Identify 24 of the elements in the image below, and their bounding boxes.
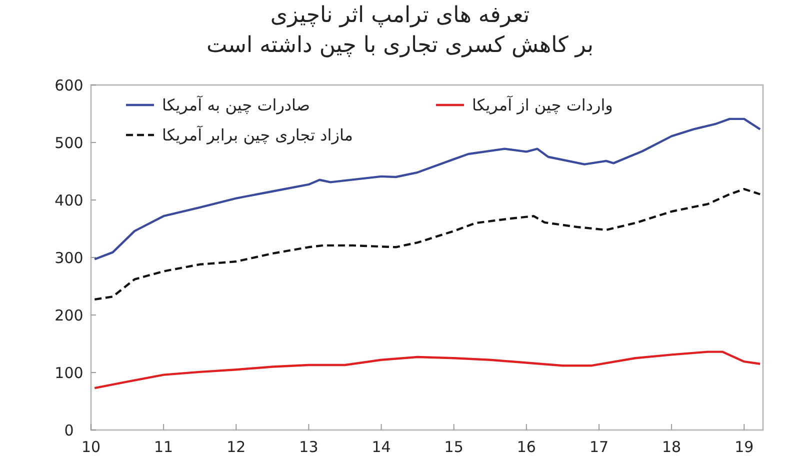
y-tick-label: 100 — [54, 364, 84, 382]
x-tick-label: 15 — [444, 438, 464, 456]
x-tick-label: 17 — [589, 438, 609, 456]
y-tick-label: 200 — [54, 306, 84, 324]
x-tick-label: 12 — [226, 438, 246, 456]
x-tick-label: 19 — [734, 438, 754, 456]
line-series — [94, 188, 762, 301]
y-tick-label: 0 — [64, 421, 74, 440]
legend-label: مازاد تجاری چین برابر آمریکا — [162, 124, 353, 145]
x-tick-label: 13 — [299, 438, 318, 456]
x-tick-label: 16 — [516, 438, 536, 456]
y-tick-label: 300 — [54, 248, 84, 267]
chart-title: تعرفه های ترامپ اثر ناچیزی بر کاهش کسری تجاری با چین داشته است — [206, 3, 594, 58]
x-tick-label: 18 — [662, 438, 682, 456]
y-tick-label: 600 — [54, 76, 84, 94]
x-tick-label: 11 — [154, 438, 174, 456]
legend-label: صادرات چین به آمریکا — [162, 94, 310, 115]
x-tick-label: 10 — [81, 438, 101, 456]
y-tick-label: 500 — [54, 134, 84, 152]
legend-label: واردات چین از آمریکا — [472, 94, 613, 115]
line-series — [94, 350, 762, 390]
y-tick-label: 400 — [54, 191, 84, 210]
line-series — [94, 118, 762, 260]
x-tick-label: 14 — [372, 438, 391, 456]
